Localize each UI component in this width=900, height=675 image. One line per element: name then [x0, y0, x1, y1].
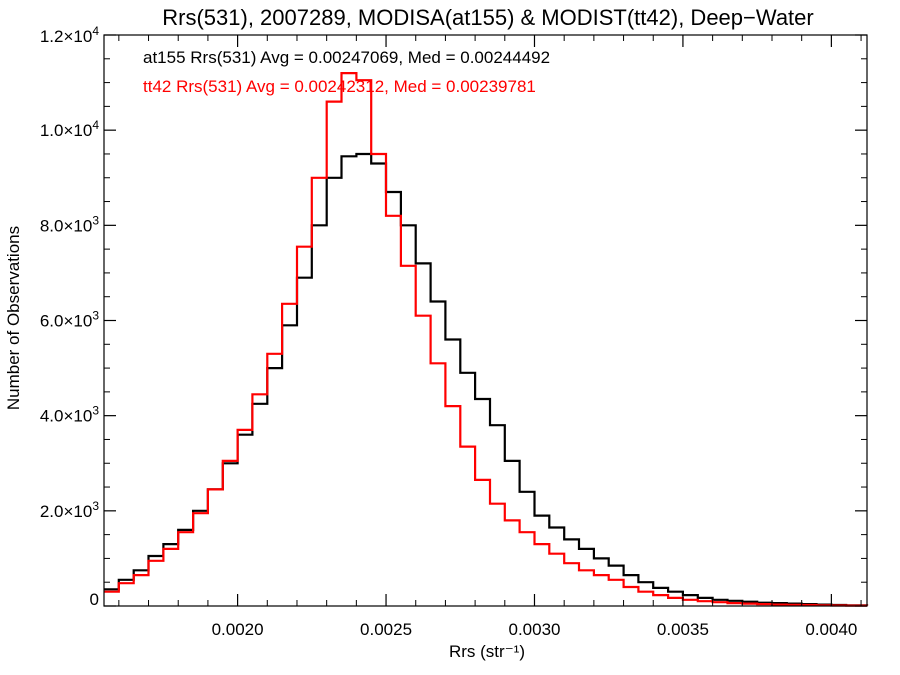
y-axis-label: Number of Observations: [4, 226, 23, 410]
annotation-tt42: tt42 Rrs(531) Avg = 0.00242312, Med = 0.…: [143, 77, 536, 96]
y-tick-label: 6.0×103: [40, 309, 99, 331]
x-tick-label: 0.0040: [805, 620, 857, 639]
y-tick-label: 2.0×103: [40, 499, 99, 521]
y-tick-label: 4.0×103: [40, 404, 99, 426]
x-tick-label: 0.0030: [508, 620, 560, 639]
chart-title: Rrs(531), 2007289, MODISA(at155) & MODIS…: [162, 5, 813, 30]
y-tick-label: 1.2×104: [40, 24, 99, 46]
y-axis-ticks: 0 2.0×103 4.0×103 6.0×103 8.0×103 1.0×104 1.2×…: [40, 24, 867, 609]
y-tick-label: 8.0×103: [40, 213, 99, 235]
y-tick-label: 0: [90, 590, 99, 609]
x-axis-label: Rrs (str⁻¹): [449, 642, 525, 661]
x-tick-label: 0.0025: [360, 620, 412, 639]
x-tick-label: 0.0020: [212, 620, 264, 639]
x-axis-ticks: 0.0020 0.0025 0.0030 0.0035 0.0040: [118, 35, 862, 639]
x-tick-label: 0.0035: [657, 620, 709, 639]
y-tick-label: 1.0×104: [40, 118, 99, 140]
annotation-at155: at155 Rrs(531) Avg = 0.00247069, Med = 0…: [143, 48, 550, 67]
